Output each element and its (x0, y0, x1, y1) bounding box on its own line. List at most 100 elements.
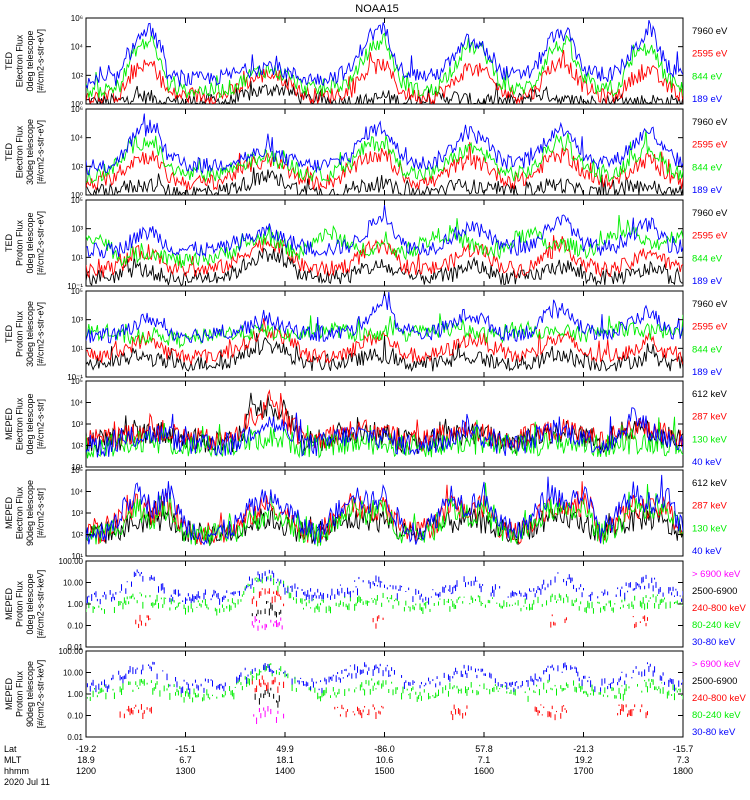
y-tick-label: 10¹ (71, 253, 83, 262)
y-axis-label: MEPED (4, 408, 14, 441)
series-line-4 (86, 113, 683, 176)
series-line-3 (86, 129, 683, 184)
y-axis-label: [#/cm2-s-str-eV] (36, 211, 46, 275)
y-tick-label: 10³ (71, 225, 83, 234)
legend-label: 2500-6900 (692, 676, 737, 687)
series-line-1 (86, 167, 683, 195)
y-axis-label: Proton Flux (15, 670, 25, 717)
y-tick-label: 10² (71, 442, 83, 451)
y-tick-label: 10⁶ (71, 14, 83, 23)
y-axis-label: [#/cm2-s-str] (36, 488, 46, 538)
plot-area (86, 474, 683, 547)
series-line-4 (86, 407, 683, 458)
legend-label: 240-800 keV (692, 603, 747, 614)
series-line-2 (86, 49, 683, 104)
y-axis-label: 0deg telescope (25, 573, 35, 634)
series-line-2 (86, 318, 683, 366)
y-axis-label: Proton Flux (15, 310, 25, 357)
legend-label: 189 eV (692, 94, 723, 105)
y-tick-label: 1.00 (67, 690, 83, 699)
x-tick-label-mlt: 19.2 (575, 755, 593, 765)
y-axis-label: Electron Flux (15, 397, 25, 450)
panel-6: 612 keV 287 keV 130 keV 40 keV 10¹ 10² 10³ 10⁴ 1… (4, 466, 728, 561)
legend-label: 40 keV (692, 457, 722, 468)
legend-label: 844 eV (692, 71, 723, 82)
legend-label: 7960 eV (692, 117, 728, 128)
series-line-2 (86, 235, 683, 279)
legend-label: 130 keV (692, 434, 728, 445)
x-tick-label-lat: -15.1 (175, 744, 196, 754)
series-line-3 (86, 416, 683, 459)
y-axis-label: 0deg telescope (25, 393, 35, 454)
y-tick-label: 10³ (71, 316, 83, 325)
panel-8: > 6900 keV 2500-6900 240-800 keV 80-240 keV… (4, 647, 747, 742)
legend-label: 2595 eV (692, 49, 728, 60)
plot-area (86, 661, 683, 725)
y-axis-label: MEPED (4, 497, 14, 530)
x-tick-label-hhmm: 1700 (573, 766, 593, 776)
y-axis-label: [#/cm2-s-str-eV] (36, 29, 46, 93)
y-tick-label: 10¹ (71, 463, 83, 472)
y-axis-label: [#/cm2-s-str-keV] (36, 570, 46, 639)
y-tick-label: 10⁻¹ (67, 282, 83, 291)
y-axis-label: Electron Flux (15, 34, 25, 87)
x-tick-label-lat: -86.0 (374, 744, 395, 754)
series-points-5 (86, 569, 683, 605)
y-tick-label: 10.00 (63, 579, 84, 588)
y-tick-label: 10⁻¹ (67, 373, 83, 382)
series-line-1 (86, 247, 683, 286)
x-tick-label-hhmm: 1800 (673, 766, 693, 776)
series-line-1 (86, 500, 683, 547)
x-tick-label-mlt: 7.3 (677, 755, 690, 765)
y-tick-label: 10⁰ (71, 191, 83, 200)
legend-label: 844 eV (692, 344, 723, 355)
y-tick-label: 10⁴ (71, 399, 84, 408)
legend-label: 189 eV (692, 276, 723, 287)
legend-label: 80-240 keV (692, 620, 741, 631)
plot-area (86, 292, 683, 372)
y-tick-label: 10⁴ (71, 488, 84, 497)
y-tick-label: 10¹ (71, 552, 83, 561)
y-tick-label: 10² (71, 162, 83, 171)
series-points-2 (254, 687, 280, 708)
legend-label: 30-80 keV (692, 727, 736, 738)
y-tick-label: 0.10 (67, 622, 83, 631)
legend-label: 130 keV (692, 523, 728, 534)
panel-frame (85, 560, 684, 648)
y-tick-label: 10⁶ (71, 105, 83, 114)
y-axis-label: Proton Flux (15, 580, 25, 627)
y-axis-label: TED (4, 51, 14, 70)
x-tick-label-lat: 49.9 (276, 744, 294, 754)
y-axis-label: 90deg telescope (25, 480, 35, 546)
y-axis-label: [#/cm2-s-str-eV] (36, 302, 46, 366)
y-tick-label: 1.00 (67, 600, 83, 609)
x-tick-label-lat: -15.7 (673, 744, 694, 754)
legend-label: 40 keV (692, 546, 722, 557)
plot-area (86, 113, 683, 195)
legend-label: 612 keV (692, 478, 728, 489)
x-tick-label-lat: -19.2 (76, 744, 97, 754)
x-row-label: MLT (4, 755, 22, 765)
x-tick-label-lat: 57.8 (475, 744, 493, 754)
series-points-3 (119, 675, 648, 721)
y-axis-label: [#/cm2-s-str] (36, 399, 46, 449)
series-points-4 (86, 663, 683, 703)
x-row-label: hhmm (4, 766, 29, 776)
y-tick-label: 10³ (71, 509, 83, 518)
series-line-4 (86, 474, 683, 546)
x-tick-label-mlt: 6.7 (179, 755, 192, 765)
y-axis-label: MEPED (4, 588, 14, 621)
y-tick-label: 10¹ (71, 344, 83, 353)
series-line-4 (86, 20, 683, 90)
legend-label: 7960 eV (692, 299, 728, 310)
legend-label: 189 eV (692, 367, 723, 378)
legend-label: 844 eV (692, 162, 723, 173)
series-line-3 (86, 32, 683, 99)
y-axis-label: [#/cm2-s-str-keV] (36, 660, 46, 729)
chart-title: NOAA15 (355, 3, 398, 15)
x-tick-label-lat: -21.3 (573, 744, 594, 754)
x-tick-label-mlt: 7.1 (478, 755, 491, 765)
y-axis-label: TED (4, 233, 14, 252)
